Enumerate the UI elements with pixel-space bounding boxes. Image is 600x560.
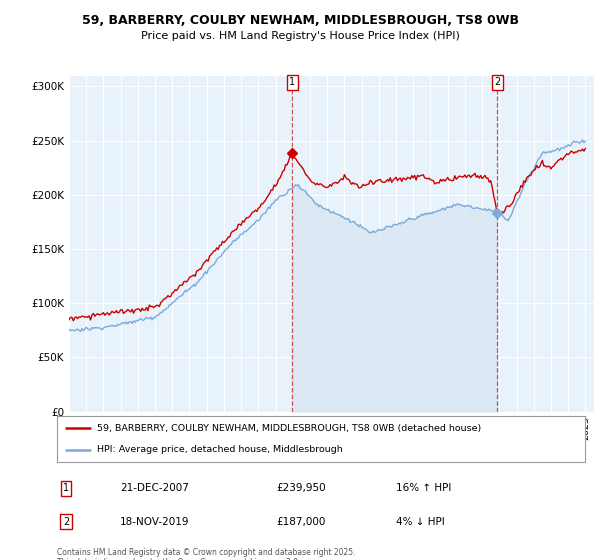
Text: 1: 1 [289, 77, 295, 87]
Text: £239,950: £239,950 [276, 483, 326, 493]
Text: £187,000: £187,000 [276, 517, 325, 527]
Text: Contains HM Land Registry data © Crown copyright and database right 2025.
This d: Contains HM Land Registry data © Crown c… [57, 548, 355, 560]
Text: 59, BARBERRY, COULBY NEWHAM, MIDDLESBROUGH, TS8 0WB: 59, BARBERRY, COULBY NEWHAM, MIDDLESBROU… [82, 14, 518, 27]
Text: 2: 2 [63, 517, 69, 527]
Text: HPI: Average price, detached house, Middlesbrough: HPI: Average price, detached house, Midd… [97, 445, 343, 454]
Text: 59, BARBERRY, COULBY NEWHAM, MIDDLESBROUGH, TS8 0WB (detached house): 59, BARBERRY, COULBY NEWHAM, MIDDLESBROU… [97, 424, 481, 433]
Text: 18-NOV-2019: 18-NOV-2019 [120, 517, 190, 527]
Text: 1: 1 [63, 483, 69, 493]
Text: 16% ↑ HPI: 16% ↑ HPI [396, 483, 451, 493]
Text: 21-DEC-2007: 21-DEC-2007 [120, 483, 189, 493]
Text: 4% ↓ HPI: 4% ↓ HPI [396, 517, 445, 527]
Text: Price paid vs. HM Land Registry's House Price Index (HPI): Price paid vs. HM Land Registry's House … [140, 31, 460, 41]
Text: 2: 2 [494, 77, 500, 87]
